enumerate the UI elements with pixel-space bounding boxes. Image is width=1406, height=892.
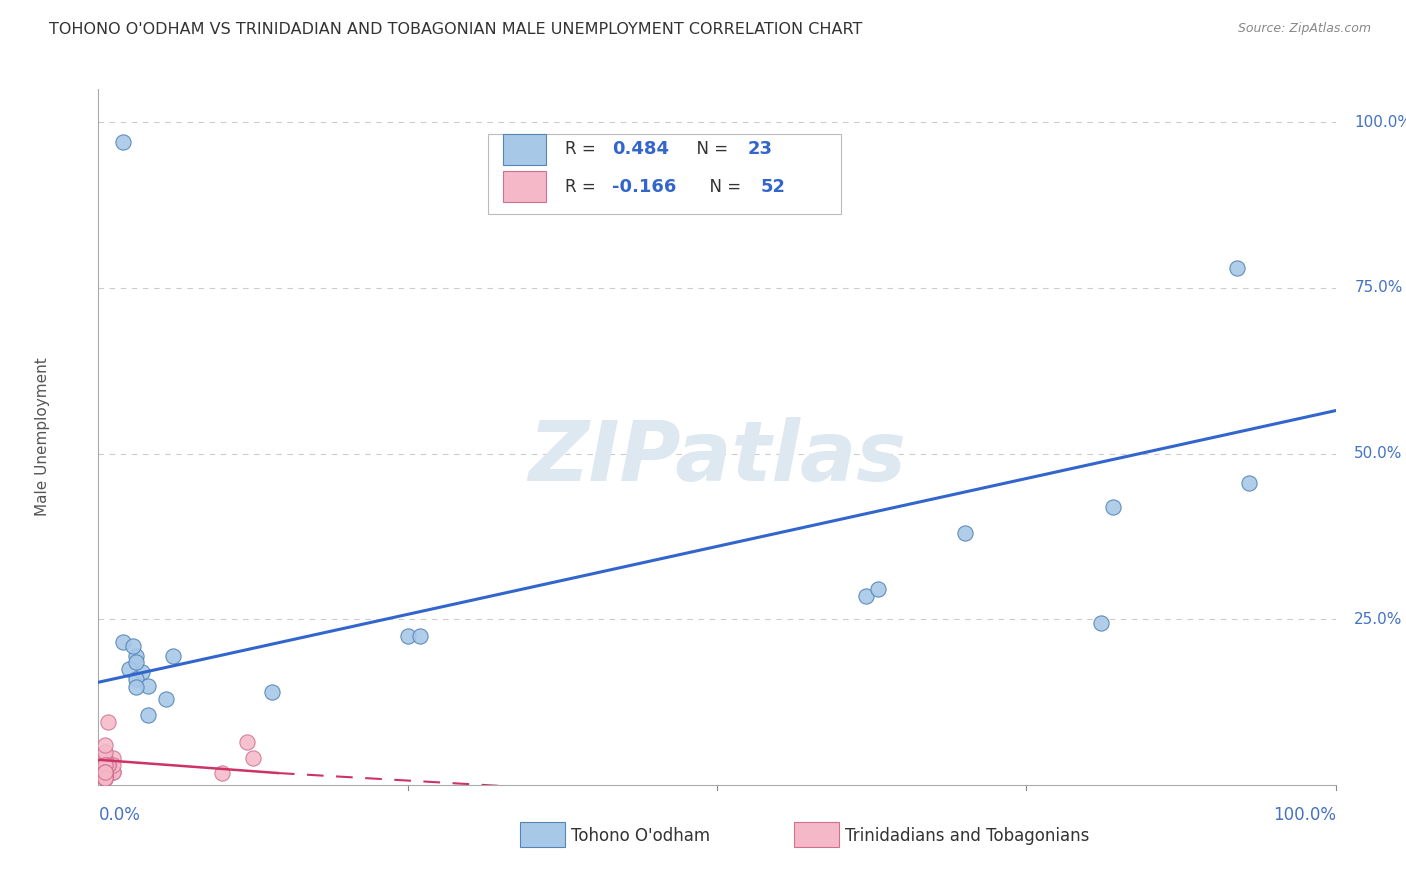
Point	[396, 629, 419, 643]
Point	[93, 764, 115, 779]
Point	[112, 135, 135, 149]
Point	[103, 751, 125, 765]
Text: Tohono O'odham: Tohono O'odham	[571, 827, 710, 845]
Point	[93, 772, 115, 786]
Point	[131, 665, 153, 680]
Point	[93, 768, 115, 782]
Point	[93, 758, 115, 772]
Point	[260, 685, 283, 699]
Point	[93, 764, 115, 779]
Point	[103, 758, 125, 772]
Text: Source: ZipAtlas.com: Source: ZipAtlas.com	[1237, 22, 1371, 36]
Point	[93, 768, 115, 782]
Point	[103, 764, 125, 779]
Text: -0.166: -0.166	[612, 178, 676, 195]
Point	[93, 764, 115, 779]
Point	[236, 735, 259, 749]
Point	[93, 764, 115, 779]
Point	[242, 751, 264, 765]
FancyBboxPatch shape	[488, 135, 841, 214]
Point	[136, 708, 159, 723]
Point	[1237, 476, 1260, 491]
Point	[124, 680, 146, 694]
Point	[93, 751, 115, 765]
Point	[124, 672, 146, 686]
Point	[93, 738, 115, 752]
Point	[103, 764, 125, 779]
Point	[97, 758, 120, 772]
Text: 25.0%: 25.0%	[1354, 612, 1403, 627]
Text: TOHONO O'ODHAM VS TRINIDADIAN AND TOBAGONIAN MALE UNEMPLOYMENT CORRELATION CHART: TOHONO O'ODHAM VS TRINIDADIAN AND TOBAGO…	[49, 22, 863, 37]
Point	[136, 679, 159, 693]
Point	[118, 662, 141, 676]
Point	[93, 764, 115, 779]
Point	[93, 758, 115, 772]
Point	[97, 758, 120, 772]
Point	[93, 758, 115, 772]
Point	[409, 629, 432, 643]
Point	[1090, 615, 1112, 630]
FancyBboxPatch shape	[503, 134, 547, 165]
Point	[93, 758, 115, 772]
Point	[1226, 261, 1249, 276]
Point	[93, 745, 115, 759]
Text: 52: 52	[761, 178, 786, 195]
Point	[93, 764, 115, 779]
Point	[1102, 500, 1125, 514]
Point	[855, 589, 877, 603]
Point	[866, 582, 889, 597]
Point	[122, 639, 145, 653]
Point	[93, 772, 115, 786]
Text: 100.0%: 100.0%	[1272, 805, 1336, 824]
Point	[124, 656, 146, 670]
Point	[93, 772, 115, 786]
Point	[162, 648, 184, 663]
Point	[93, 758, 115, 772]
Point	[93, 768, 115, 782]
Text: N =: N =	[686, 140, 734, 158]
Text: Trinidadians and Tobagonians: Trinidadians and Tobagonians	[845, 827, 1090, 845]
Text: 0.484: 0.484	[612, 140, 669, 158]
Text: 50.0%: 50.0%	[1354, 446, 1403, 461]
Point	[93, 764, 115, 779]
Point	[93, 764, 115, 779]
Point	[93, 772, 115, 786]
Point	[97, 714, 120, 729]
Point	[211, 766, 233, 780]
Point	[93, 772, 115, 786]
Point	[155, 691, 177, 706]
Point	[112, 635, 135, 649]
Point	[93, 772, 115, 786]
Text: R =: R =	[565, 178, 600, 195]
Text: 0.0%: 0.0%	[98, 805, 141, 824]
Text: R =: R =	[565, 140, 600, 158]
Point	[93, 772, 115, 786]
Point	[97, 758, 120, 772]
Text: N =: N =	[699, 178, 745, 195]
Point	[124, 648, 146, 663]
Point	[953, 526, 976, 541]
Point	[93, 764, 115, 779]
Point	[93, 764, 115, 779]
Point	[93, 772, 115, 786]
Point	[93, 764, 115, 779]
Text: ZIPatlas: ZIPatlas	[529, 417, 905, 499]
Point	[93, 768, 115, 782]
Point	[93, 764, 115, 779]
Text: 23: 23	[748, 140, 773, 158]
Point	[93, 764, 115, 779]
Point	[97, 764, 120, 779]
FancyBboxPatch shape	[503, 171, 547, 202]
Text: 100.0%: 100.0%	[1354, 115, 1406, 130]
Point	[97, 758, 120, 772]
Point	[93, 758, 115, 772]
Point	[93, 764, 115, 779]
Text: Male Unemployment: Male Unemployment	[35, 358, 51, 516]
Point	[93, 764, 115, 779]
Text: 75.0%: 75.0%	[1354, 280, 1403, 295]
Point	[93, 758, 115, 772]
Point	[93, 764, 115, 779]
Point	[93, 758, 115, 772]
